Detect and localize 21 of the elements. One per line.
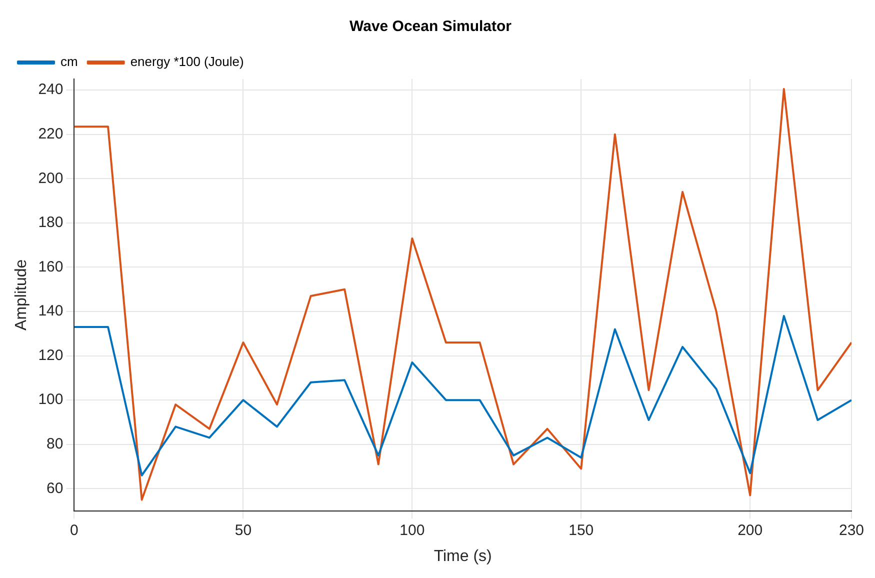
x-tick-label: 0 bbox=[70, 522, 78, 539]
y-tick-label: 80 bbox=[46, 436, 64, 453]
y-tick-label: 240 bbox=[38, 81, 64, 98]
y-axis-title: Amplitude bbox=[13, 259, 30, 330]
x-tick-label: 150 bbox=[568, 522, 594, 539]
y-tick-label: 100 bbox=[38, 391, 64, 408]
chart-title: Wave Ocean Simulator bbox=[350, 18, 512, 36]
y-tick-label: 180 bbox=[38, 214, 64, 232]
legend-label: energy *100 (Joule) bbox=[130, 54, 244, 70]
legend-label: cm bbox=[60, 54, 78, 70]
y-tick-label: 160 bbox=[38, 258, 64, 276]
x-tick-label: 200 bbox=[738, 522, 763, 539]
x-tick-label: 100 bbox=[400, 522, 425, 539]
y-tick-label: 60 bbox=[46, 480, 64, 497]
y-tick-label: 120 bbox=[38, 346, 64, 364]
y-tick-label: 200 bbox=[38, 170, 64, 187]
x-axis-title: Time (s) bbox=[434, 548, 492, 565]
x-tick-label: 230 bbox=[838, 522, 864, 539]
x-tick-label: 50 bbox=[234, 522, 252, 539]
y-tick-label: 220 bbox=[38, 126, 64, 142]
y-tick-label: 140 bbox=[38, 302, 64, 320]
